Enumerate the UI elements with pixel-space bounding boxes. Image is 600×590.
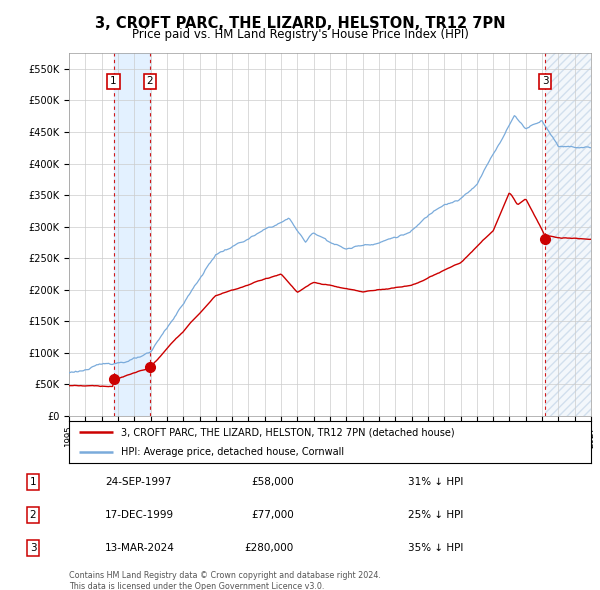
Text: 3: 3 xyxy=(542,77,548,87)
Text: 3: 3 xyxy=(29,543,37,553)
Text: 3, CROFT PARC, THE LIZARD, HELSTON, TR12 7PN: 3, CROFT PARC, THE LIZARD, HELSTON, TR12… xyxy=(95,16,505,31)
Text: HPI: Average price, detached house, Cornwall: HPI: Average price, detached house, Corn… xyxy=(121,447,344,457)
Text: £280,000: £280,000 xyxy=(245,543,294,553)
Text: 17-DEC-1999: 17-DEC-1999 xyxy=(105,510,174,520)
Text: Price paid vs. HM Land Registry's House Price Index (HPI): Price paid vs. HM Land Registry's House … xyxy=(131,28,469,41)
Bar xyxy=(545,53,591,416)
Text: 31% ↓ HPI: 31% ↓ HPI xyxy=(408,477,463,487)
Text: £77,000: £77,000 xyxy=(251,510,294,520)
Text: 13-MAR-2024: 13-MAR-2024 xyxy=(105,543,175,553)
Text: 1: 1 xyxy=(110,77,117,87)
Bar xyxy=(113,53,150,416)
Text: 1: 1 xyxy=(29,477,37,487)
Text: £58,000: £58,000 xyxy=(251,477,294,487)
Text: 3, CROFT PARC, THE LIZARD, HELSTON, TR12 7PN (detached house): 3, CROFT PARC, THE LIZARD, HELSTON, TR12… xyxy=(121,427,455,437)
Text: 2: 2 xyxy=(29,510,37,520)
Text: 35% ↓ HPI: 35% ↓ HPI xyxy=(408,543,463,553)
Text: Contains HM Land Registry data © Crown copyright and database right 2024.
This d: Contains HM Land Registry data © Crown c… xyxy=(69,571,381,590)
Text: 24-SEP-1997: 24-SEP-1997 xyxy=(105,477,172,487)
Text: 25% ↓ HPI: 25% ↓ HPI xyxy=(408,510,463,520)
Text: 2: 2 xyxy=(146,77,153,87)
